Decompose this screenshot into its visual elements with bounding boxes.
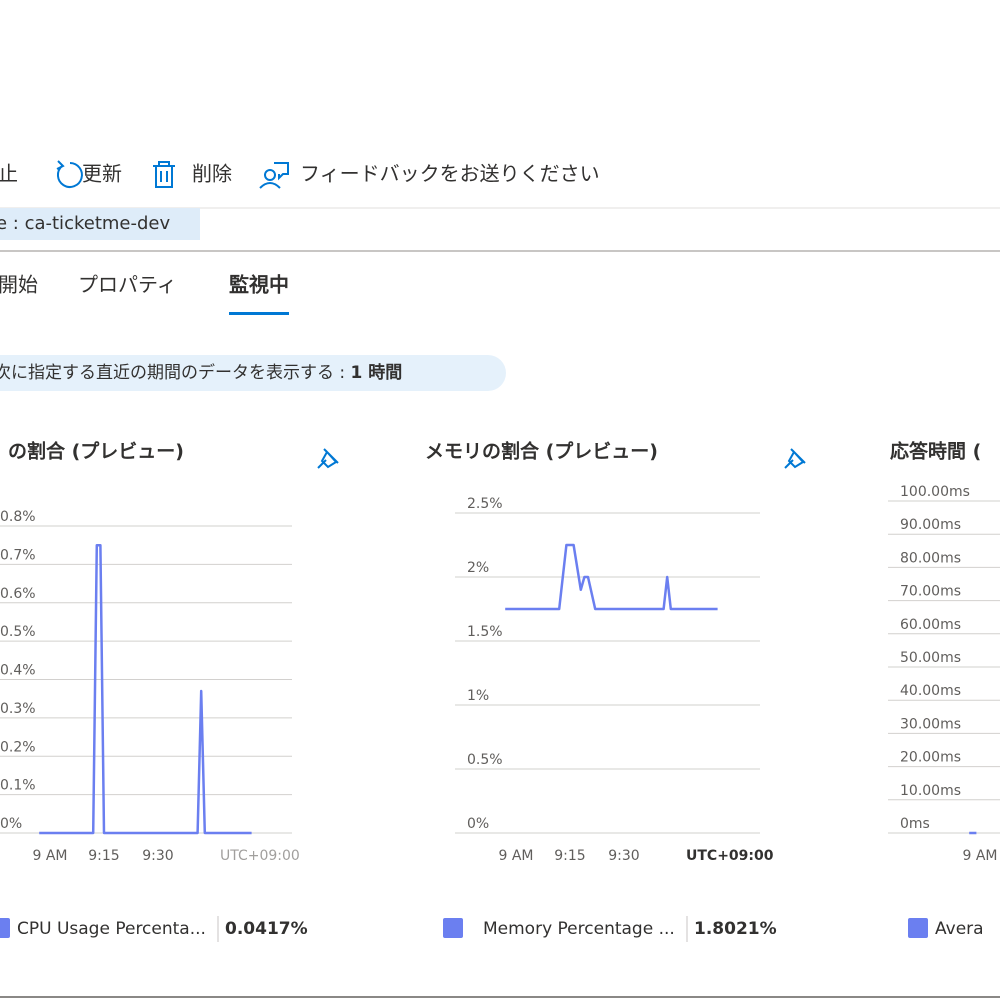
y-tick-label: 40.00ms [900, 683, 961, 699]
y-tick-label: 2% [467, 560, 489, 576]
legend-name: CPU Usage Percenta... [17, 919, 206, 939]
pin-icon[interactable] [317, 448, 339, 469]
y-tick-label: 30.00ms [900, 716, 961, 732]
y-tick-label: 80.00ms [900, 550, 961, 566]
legend-summary: 0.0417% [225, 919, 308, 939]
resource-field-bg [0, 208, 200, 240]
legend-name: Memory Percentage ... [483, 919, 675, 939]
chart-title: メモリの割合 (プレビュー) [425, 440, 658, 463]
y-tick-label: 0.3% [0, 701, 36, 717]
x-tick-label: 9:30 [608, 848, 639, 864]
y-tick-label: 0.6% [0, 586, 36, 602]
tab[interactable]: 開始 [0, 273, 38, 297]
y-tick-label: 0% [467, 816, 489, 832]
tab[interactable]: プロパティ [78, 273, 177, 297]
y-tick-label: 100.00ms [900, 484, 970, 500]
y-tick-label: 0% [0, 816, 22, 832]
time-range-label: 次に指定する直近の期間のデータを表示する : [0, 362, 351, 383]
y-tick-label: 0.8% [0, 509, 36, 525]
y-tick-label: 0.5% [0, 624, 36, 640]
x-tick-label: 9 AM [32, 848, 67, 864]
x-tick-label: 9:15 [88, 848, 119, 864]
legend-swatch[interactable] [0, 918, 10, 938]
y-tick-label: 2.5% [467, 496, 503, 512]
y-tick-label: 60.00ms [900, 617, 961, 633]
y-tick-label: 10.00ms [900, 783, 961, 799]
tab[interactable]: 監視中 [229, 273, 289, 297]
y-tick-label: 0.7% [0, 547, 36, 563]
x-tick-label: 9 AM [498, 848, 533, 864]
y-tick-label: 20.00ms [900, 750, 961, 766]
legend-name: Avera [935, 919, 984, 939]
timezone-label: UTC+09:00 [686, 848, 774, 864]
delete-icon [153, 161, 175, 188]
time-range: 次に指定する直近の期間のデータを表示する : 1 時間 [0, 362, 402, 383]
x-tick-label: 9:30 [142, 848, 173, 864]
chart-title: 応答時間 ( [890, 440, 981, 463]
time-range-pill[interactable] [0, 355, 506, 391]
timezone-label: UTC+09:00 [220, 848, 300, 864]
pin-icon[interactable] [784, 448, 806, 469]
toolbar-delete[interactable]: 削除 [192, 162, 232, 186]
feedback-icon [259, 162, 289, 189]
y-tick-label: 0.5% [467, 752, 503, 768]
tab-underline [229, 312, 289, 315]
legend-swatch[interactable] [908, 918, 928, 938]
y-tick-label: 0.2% [0, 739, 36, 755]
series-line [39, 543, 252, 835]
legend-summary: 1.8021% [694, 919, 777, 939]
toolbar-refresh[interactable]: 更新 [82, 162, 122, 186]
chart-title: の割合 (プレビュー) [8, 440, 184, 463]
y-tick-label: 90.00ms [900, 517, 961, 533]
toolbar-feedback[interactable]: フィードバックをお送りください [300, 162, 600, 186]
x-tick-label: 9:15 [554, 848, 585, 864]
y-tick-label: 70.00ms [900, 584, 961, 600]
series-line [505, 543, 718, 611]
y-tick-label: 0.4% [0, 663, 36, 679]
resource-field: e : ca-ticketme-dev [0, 213, 170, 234]
y-tick-label: 1.5% [467, 624, 503, 640]
y-tick-label: 0ms [900, 816, 930, 832]
legend-swatch[interactable] [443, 918, 463, 938]
y-tick-label: 0.1% [0, 778, 36, 794]
toolbar-stop[interactable]: 止 [0, 162, 18, 186]
y-tick-label: 50.00ms [900, 650, 961, 666]
y-tick-label: 1% [467, 688, 489, 704]
refresh-icon [56, 160, 83, 188]
x-tick-label: 9 AM [962, 848, 997, 864]
time-range-value: 1 時間 [351, 362, 403, 383]
